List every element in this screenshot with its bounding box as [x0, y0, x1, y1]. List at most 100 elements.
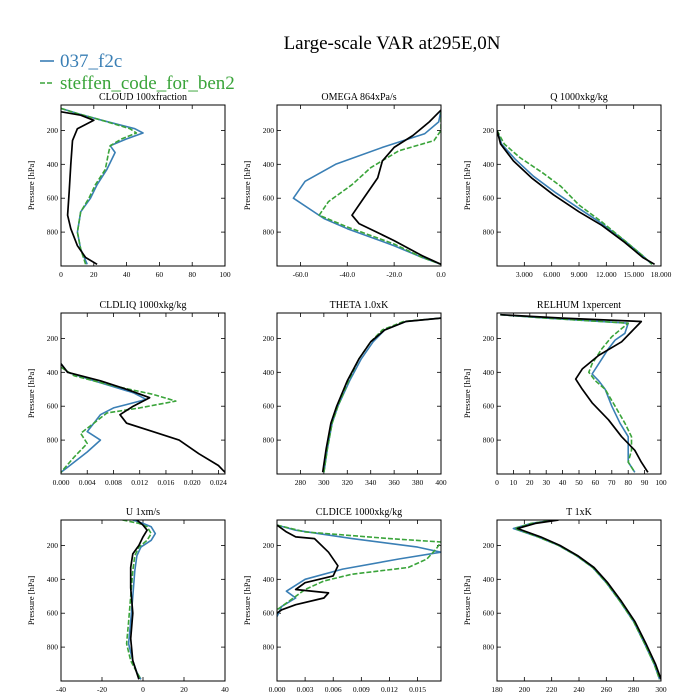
- x-tick-label: 18.000: [651, 270, 672, 279]
- x-tick-label: 3.000: [516, 270, 533, 279]
- x-tick-label: 70: [608, 478, 616, 487]
- x-tick-label: 0.012: [381, 685, 398, 694]
- x-tick-label: 180: [491, 685, 503, 694]
- y-tick-label: 200: [47, 541, 59, 550]
- x-tick-label: 0.0: [436, 270, 446, 279]
- x-tick-label: 0: [141, 685, 145, 694]
- y-tick-label: 600: [47, 194, 59, 203]
- x-tick-label: 15.000: [623, 270, 644, 279]
- y-tick-label: 200: [263, 334, 275, 343]
- y-tick-label: 200: [47, 126, 59, 135]
- panel-title: OMEGA 864xPa/s: [321, 92, 396, 103]
- panel-title: RELHUM 1xpercent: [537, 300, 621, 311]
- series-line-0: [512, 520, 661, 680]
- x-tick-label: 100: [219, 270, 231, 279]
- series-line-2: [321, 317, 441, 473]
- x-tick-label: 260: [601, 685, 613, 694]
- series-line-0: [292, 109, 441, 266]
- x-tick-label: 240: [573, 685, 585, 694]
- panel-title: U 1xm/s: [126, 507, 160, 518]
- figure-title: Large-scale VAR at295E,0N: [284, 33, 501, 54]
- y-tick-label: 200: [483, 541, 495, 550]
- plot-frame: [60, 104, 226, 267]
- y-tick-label: 400: [483, 160, 495, 169]
- panel-title: THETA 1.0xK: [330, 300, 389, 311]
- series-line-0: [500, 313, 636, 473]
- x-tick-label: 60: [156, 270, 164, 279]
- panel-title: CLOUD 100xfraction: [99, 92, 187, 103]
- x-tick-label: 40: [221, 685, 229, 694]
- x-tick-label: 320: [342, 478, 354, 487]
- y-tick-label: 200: [263, 541, 275, 550]
- series-line-1: [122, 520, 152, 680]
- y-tick-label: 800: [483, 228, 495, 237]
- x-tick-label: 6.000: [543, 270, 560, 279]
- series-line-1: [61, 366, 177, 473]
- x-tick-label: 280: [295, 478, 307, 487]
- plot-frame: [60, 519, 226, 682]
- x-tick-label: 80: [188, 270, 196, 279]
- y-tick-label: 800: [263, 436, 275, 445]
- x-tick-label: 10: [510, 478, 518, 487]
- y-tick-label: 800: [47, 436, 59, 445]
- x-tick-label: 0.006: [325, 685, 342, 694]
- x-tick-label: 0.003: [297, 685, 314, 694]
- y-axis-label: Pressure [hPa]: [462, 576, 472, 626]
- x-tick-label: 200: [519, 685, 531, 694]
- x-tick-label: 0.004: [79, 478, 96, 487]
- y-axis-label: Pressure [hPa]: [26, 576, 36, 626]
- panel-6: U 1xm/s Pressure [hPa] 200 400 600 800 -40 -20 0…: [26, 507, 229, 694]
- x-tick-label: 0: [495, 478, 499, 487]
- series-line-2: [61, 110, 98, 266]
- y-tick-label: 400: [483, 368, 495, 377]
- series-line-0: [61, 107, 144, 265]
- y-axis-label: Pressure [hPa]: [242, 576, 252, 626]
- x-tick-label: -40: [56, 685, 66, 694]
- y-tick-label: 200: [483, 334, 495, 343]
- panel-title: T 1xK: [566, 507, 592, 518]
- y-tick-label: 800: [483, 643, 495, 652]
- x-tick-label: 0.024: [210, 478, 227, 487]
- series-line-2: [351, 109, 441, 266]
- series-line-2: [61, 363, 225, 473]
- x-tick-label: 9.000: [571, 270, 588, 279]
- panel-title: Q 1000xkg/kg: [550, 92, 608, 103]
- y-axis-label: Pressure [hPa]: [26, 369, 36, 419]
- x-tick-label: 360: [389, 478, 401, 487]
- y-tick-label: 400: [47, 575, 59, 584]
- panel-2: Q 1000xkg/kg Pressure [hPa] 200 400 600 800 3.…: [462, 92, 672, 279]
- series-line-1: [497, 130, 653, 265]
- x-tick-label: 340: [365, 478, 377, 487]
- panel-3: CLDLIQ 1000xkg/kg Pressure [hPa] 200 400 600…: [26, 300, 227, 487]
- series-line-0: [61, 363, 148, 473]
- y-tick-label: 200: [263, 126, 275, 135]
- y-tick-label: 600: [483, 609, 495, 618]
- y-axis-label: Pressure [hPa]: [462, 369, 472, 419]
- series-line-2: [500, 313, 649, 473]
- x-tick-label: 20: [90, 270, 98, 279]
- y-tick-label: 600: [263, 402, 275, 411]
- legend-label-1: 037_f2c: [60, 51, 122, 72]
- y-axis-label: Pressure [hPa]: [242, 161, 252, 211]
- panel-7: CLDICE 1000xkg/kg Pressure [hPa] 200 400 600…: [242, 507, 442, 694]
- series-line-1: [318, 110, 441, 266]
- y-tick-label: 800: [263, 228, 275, 237]
- panel-8: T 1xK Pressure [hPa] 200 400 600 800 180 200 220…: [462, 507, 667, 694]
- x-tick-label: 60: [592, 478, 600, 487]
- y-tick-label: 400: [263, 160, 275, 169]
- series-line-1: [61, 107, 138, 265]
- x-tick-label: 0.000: [53, 478, 70, 487]
- plot-frame: [276, 104, 442, 267]
- series-line-2: [277, 524, 339, 614]
- panel-title: CLDICE 1000xkg/kg: [316, 507, 402, 518]
- x-tick-label: 20: [180, 685, 188, 694]
- x-tick-label: 50: [575, 478, 583, 487]
- x-tick-label: -40.0: [339, 270, 355, 279]
- plot-frame: [276, 312, 442, 475]
- y-tick-label: 200: [47, 334, 59, 343]
- y-tick-label: 600: [263, 194, 275, 203]
- panel-1: OMEGA 864xPa/s Pressure [hPa] 200 400 600 800…: [242, 92, 446, 279]
- x-tick-label: -20: [97, 685, 107, 694]
